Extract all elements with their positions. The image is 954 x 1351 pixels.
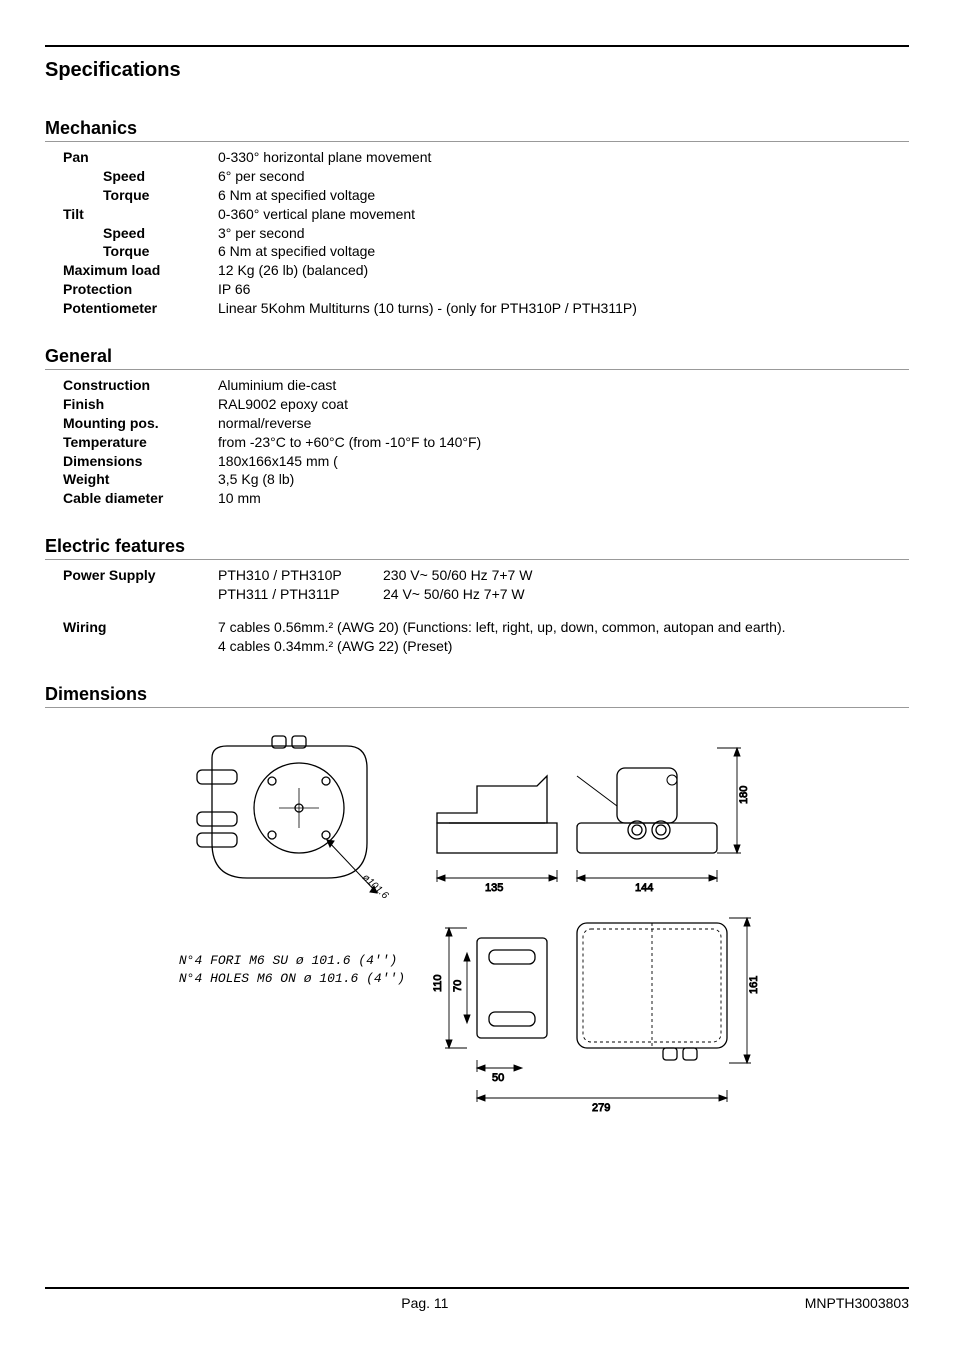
- dim-diag: ø101.6: [360, 872, 391, 902]
- dimensions-underline: [45, 707, 909, 708]
- wiring-value: 7 cables 0.56mm.² (AWG 20) (Functions: l…: [218, 618, 909, 656]
- section-dimensions: Dimensions: [45, 684, 909, 1128]
- diagram-caption: N°4 FORI M6 SU ø 101.6 (4'') N°4 HOLES M…: [179, 952, 405, 988]
- spec-label: Construction: [63, 376, 218, 395]
- spec-label: Maximum load: [63, 261, 218, 280]
- spec-row: Tilt0-360° vertical plane movement: [45, 205, 909, 224]
- footer-page-number: Pag. 11: [401, 1295, 448, 1311]
- spec-row: Dimensions180x166x145 mm (: [45, 452, 909, 471]
- page-title: Specifications: [45, 59, 909, 82]
- spec-value: 12 Kg (26 lb) (balanced): [218, 261, 909, 280]
- dimension-diagrams: ø101.6 N°4 FORI M6 SU ø 101.6 (4'') N°4 …: [45, 728, 909, 1128]
- electric-underline: [45, 559, 909, 560]
- spec-label: Pan: [63, 148, 218, 167]
- spec-label: Speed: [63, 167, 218, 186]
- spec-value: 10 mm: [218, 489, 909, 508]
- spec-value: 0-330° horizontal plane movement: [218, 148, 909, 167]
- spec-row: Temperaturefrom -23°C to +60°C (from -10…: [45, 433, 909, 452]
- section-mechanics: Mechanics Pan0-330° horizontal plane mov…: [45, 118, 909, 318]
- spec-row: Torque6 Nm at specified voltage: [45, 242, 909, 261]
- general-underline: [45, 369, 909, 370]
- spec-value: Linear 5Kohm Multiturns (10 turns) - (on…: [218, 299, 909, 318]
- spec-value: IP 66: [218, 280, 909, 299]
- dim-161: 161: [748, 975, 760, 993]
- dim-144: 144: [635, 882, 653, 894]
- spec-label: Potentiometer: [63, 299, 218, 318]
- dim-110: 110: [432, 974, 444, 992]
- dim-50: 50: [492, 1072, 504, 1084]
- dim-180: 180: [738, 785, 750, 803]
- spec-value: 180x166x145 mm (: [218, 452, 909, 471]
- mechanics-heading: Mechanics: [45, 118, 909, 139]
- diagram-left-column: ø101.6 N°4 FORI M6 SU ø 101.6 (4'') N°4 …: [177, 728, 407, 1128]
- caption-line-2: N°4 HOLES M6 ON ø 101.6 (4''): [179, 970, 405, 988]
- dim-70: 70: [452, 980, 464, 992]
- spec-label: Mounting pos.: [63, 414, 218, 433]
- spec-row: PotentiometerLinear 5Kohm Multiturns (10…: [45, 299, 909, 318]
- elevation-diagrams: 180 135 144: [417, 728, 777, 1128]
- spec-label: Tilt: [63, 205, 218, 224]
- spec-row: ProtectionIP 66: [45, 280, 909, 299]
- spec-label: Dimensions: [63, 452, 218, 471]
- spec-label: Speed: [63, 224, 218, 243]
- caption-line-1: N°4 FORI M6 SU ø 101.6 (4''): [179, 952, 405, 970]
- spec-label: Temperature: [63, 433, 218, 452]
- top-rule: [45, 45, 909, 47]
- spec-row: FinishRAL9002 epoxy coat: [45, 395, 909, 414]
- spec-row: Weight3,5 Kg (8 lb): [45, 470, 909, 489]
- dim-135: 135: [485, 882, 503, 894]
- spec-value: 0-360° vertical plane movement: [218, 205, 909, 224]
- spec-row: Maximum load12 Kg (26 lb) (balanced): [45, 261, 909, 280]
- spec-value: 6 Nm at specified voltage: [218, 186, 909, 205]
- spec-value: 3° per second: [218, 224, 909, 243]
- spec-value: 6° per second: [218, 167, 909, 186]
- wiring-line-0: 7 cables 0.56mm.² (AWG 20) (Functions: l…: [218, 618, 909, 637]
- spec-value: Aluminium die-cast: [218, 376, 909, 395]
- power-model-1: PTH311 / PTH311P: [218, 585, 383, 604]
- spec-row: Cable diameter10 mm: [45, 489, 909, 508]
- mechanics-underline: [45, 141, 909, 142]
- electric-heading: Electric features: [45, 536, 909, 557]
- spec-label: Torque: [63, 242, 218, 261]
- wiring-label: Wiring: [63, 618, 218, 656]
- general-heading: General: [45, 346, 909, 367]
- spec-label: Cable diameter: [63, 489, 218, 508]
- wiring-line-1: 4 cables 0.34mm.² (AWG 22) (Preset): [218, 637, 909, 656]
- footer-doc-code: MNPTH3003803: [805, 1295, 909, 1311]
- dim-279: 279: [592, 1102, 610, 1114]
- spec-row: Mounting pos.normal/reverse: [45, 414, 909, 433]
- dimensions-heading: Dimensions: [45, 684, 909, 705]
- spec-label: Weight: [63, 470, 218, 489]
- power-supply-grid: Power Supply PTH310 / PTH310P 230 V~ 50/…: [45, 566, 909, 604]
- section-general: General ConstructionAluminium die-castFi…: [45, 346, 909, 508]
- spec-value: 3,5 Kg (8 lb): [218, 470, 909, 489]
- footer-rule: [45, 1287, 909, 1289]
- spec-value: normal/reverse: [218, 414, 909, 433]
- power-spec-1: 24 V~ 50/60 Hz 7+7 W: [383, 585, 909, 604]
- diagram-right-column: 180 135 144: [417, 728, 777, 1128]
- spec-value: 6 Nm at specified voltage: [218, 242, 909, 261]
- spec-label: Finish: [63, 395, 218, 414]
- page-footer: Pag. 11 MNPTH3003803: [45, 1287, 909, 1311]
- spec-value: from -23°C to +60°C (from -10°F to 140°F…: [218, 433, 909, 452]
- spec-row: Speed3° per second: [45, 224, 909, 243]
- spec-value: RAL9002 epoxy coat: [218, 395, 909, 414]
- power-model-0: PTH310 / PTH310P: [218, 566, 383, 585]
- wiring-row: Wiring 7 cables 0.56mm.² (AWG 20) (Funct…: [45, 618, 909, 656]
- top-view-diagram: ø101.6: [177, 728, 407, 938]
- spec-row: Torque6 Nm at specified voltage: [45, 186, 909, 205]
- spec-row: Pan0-330° horizontal plane movement: [45, 148, 909, 167]
- spec-label: Torque: [63, 186, 218, 205]
- spec-row: ConstructionAluminium die-cast: [45, 376, 909, 395]
- power-spec-0: 230 V~ 50/60 Hz 7+7 W: [383, 566, 909, 585]
- section-electric: Electric features Power Supply PTH310 / …: [45, 536, 909, 656]
- spec-row: Speed6° per second: [45, 167, 909, 186]
- power-supply-label: Power Supply: [63, 566, 218, 585]
- spec-label: Protection: [63, 280, 218, 299]
